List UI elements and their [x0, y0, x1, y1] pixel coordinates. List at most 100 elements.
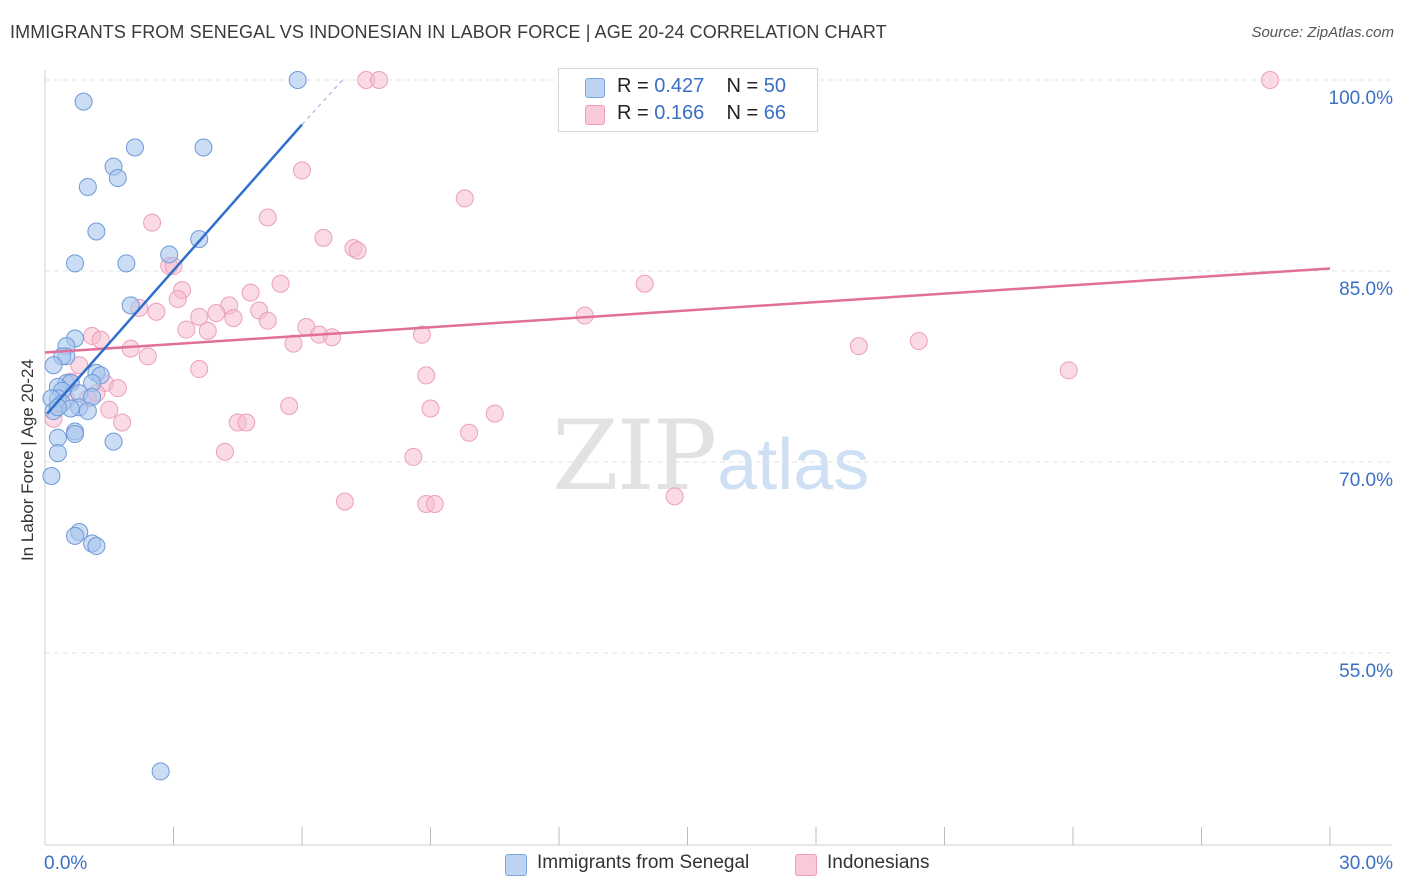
indonesian-point: [348, 241, 367, 260]
indonesian-trend-line: [44, 267, 1331, 354]
indonesian-point: [370, 71, 389, 89]
indonesian-points: [44, 71, 1280, 514]
senegal-point: [48, 428, 67, 447]
indonesian-point: [190, 360, 209, 379]
trend-lines: [44, 77, 1331, 415]
indonesian-point: [258, 208, 277, 227]
indonesian-point: [909, 332, 928, 351]
indonesian-point: [335, 492, 354, 511]
indonesian-point: [271, 274, 290, 293]
indonesian-point: [665, 487, 684, 506]
n-label: N =: [726, 102, 764, 124]
indonesian-point: [421, 399, 440, 418]
indonesian-point: [207, 304, 226, 323]
senegal-legend-label: Immigrants from Senegal: [537, 852, 750, 873]
indonesian-point: [849, 337, 868, 356]
indonesian-point: [241, 283, 260, 302]
watermark-atlas: atlas: [717, 425, 870, 505]
source-label: Source: ZipAtlas.com: [1251, 24, 1394, 41]
indonesian-point: [280, 396, 299, 415]
indonesian-legend-label: Indonesians: [827, 852, 930, 873]
watermark-zip: ZIP: [552, 400, 717, 512]
r-value-senegal: 0.427: [654, 75, 705, 97]
indonesian-point: [635, 274, 654, 293]
indonesian-point: [113, 413, 132, 432]
indonesian-point: [198, 321, 217, 340]
indonesian-point: [455, 189, 474, 208]
senegal-point: [42, 467, 61, 486]
indonesian-point: [108, 379, 127, 398]
y-tick-label: 85.0%: [1339, 279, 1393, 300]
senegal-point: [108, 169, 127, 188]
indonesian-point: [168, 290, 187, 309]
y-tick-label: 55.0%: [1339, 661, 1393, 682]
n-value-indonesian: 66: [763, 102, 787, 124]
indonesian-point: [70, 356, 89, 375]
senegal-point: [78, 402, 97, 421]
gridlines: [45, 79, 1392, 654]
indonesian-point: [215, 442, 234, 461]
indonesian-point: [190, 307, 209, 326]
senegal-point: [44, 356, 63, 375]
senegal-point: [65, 526, 84, 545]
senegal-trend-extension: [301, 77, 346, 125]
indonesian-point: [417, 366, 436, 385]
senegal-point: [288, 71, 307, 89]
indonesian-swatch: [585, 105, 605, 125]
indonesian-point: [121, 339, 140, 358]
y-tick-label: 100.0%: [1329, 88, 1394, 109]
n-value-senegal: 50: [763, 75, 787, 97]
senegal-point: [151, 762, 170, 781]
indonesian-point: [322, 328, 341, 347]
indonesian-point: [425, 495, 444, 514]
senegal-point: [117, 254, 136, 273]
x-tick-label-max: 30.0%: [1339, 853, 1393, 874]
senegal-point: [125, 138, 144, 157]
indonesian-legend-swatch: [795, 854, 817, 876]
indonesian-point: [100, 400, 119, 419]
indonesian-point: [258, 311, 277, 330]
senegal-legend-swatch: [505, 854, 527, 876]
x-tick-label-min: 0.0%: [44, 853, 87, 874]
senegal-point: [87, 537, 106, 556]
r-label: R =: [617, 75, 655, 97]
indonesian-point: [314, 228, 333, 247]
senegal-point: [48, 398, 67, 417]
r-label: R =: [617, 102, 655, 124]
senegal-point: [65, 254, 84, 273]
indonesian-point: [460, 423, 479, 442]
senegal-points: [42, 71, 307, 781]
r-value-indonesian: 0.166: [654, 102, 705, 124]
senegal-point: [87, 222, 106, 241]
indonesian-point: [147, 302, 166, 321]
senegal-point: [48, 444, 67, 463]
indonesian-point: [412, 325, 431, 344]
y-tick-label: 70.0%: [1339, 470, 1393, 491]
indonesian-point: [177, 320, 196, 339]
n-label: N =: [726, 75, 764, 97]
senegal-swatch: [585, 78, 605, 98]
indonesian-point: [143, 213, 162, 232]
senegal-point: [194, 138, 213, 157]
senegal-point: [160, 245, 179, 264]
watermark: ZIPatlas: [552, 400, 869, 512]
correlation-legend: R = 0.427 N = 50 R = 0.166 N = 66: [558, 68, 818, 132]
indonesian-point: [1261, 71, 1280, 89]
indonesian-point: [1059, 361, 1078, 380]
indonesian-point: [237, 413, 256, 432]
indonesian-point: [224, 309, 243, 328]
axes: [44, 70, 1392, 846]
senegal-point: [121, 296, 140, 315]
senegal-point: [74, 92, 93, 111]
indonesian-point: [404, 447, 423, 466]
chart-title: IMMIGRANTS FROM SENEGAL VS INDONESIAN IN…: [10, 22, 887, 42]
senegal-point: [78, 177, 97, 196]
senegal-trend-line: [46, 123, 303, 415]
indonesian-point: [138, 347, 157, 366]
indonesian-point: [293, 161, 311, 180]
tick-labels: 100.0% 85.0% 70.0% 55.0% 0.0% 30.0%: [44, 88, 1393, 874]
indonesian-point: [485, 404, 504, 423]
senegal-point: [65, 424, 84, 443]
senegal-point: [104, 432, 123, 451]
